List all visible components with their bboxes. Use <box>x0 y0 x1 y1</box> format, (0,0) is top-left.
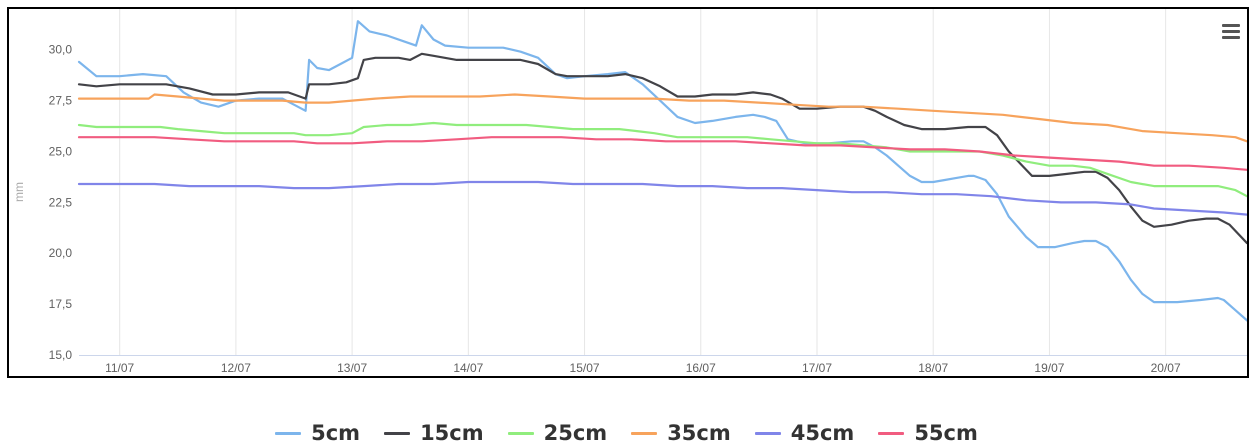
y-axis-label: mm <box>12 182 26 202</box>
series-lines <box>77 20 1247 322</box>
y-tick-label: 22,5 <box>49 195 73 209</box>
series-line-35cm[interactable] <box>77 93 1247 143</box>
legend-item-15cm[interactable]: 15cm <box>384 421 484 445</box>
legend-swatch <box>275 431 302 435</box>
y-tick-label: 17,5 <box>49 297 73 311</box>
legend-label: 45cm <box>790 421 855 445</box>
y-tick-label: 15,0 <box>49 348 73 362</box>
legend-swatch <box>754 431 781 435</box>
legend-label: 55cm <box>914 421 978 445</box>
series-line-25cm[interactable] <box>77 121 1247 198</box>
grid-lines <box>119 9 1167 355</box>
y-tick-label: 27,5 <box>49 94 73 108</box>
series-line-55cm[interactable] <box>77 136 1247 171</box>
x-tick-label: 19/07 <box>1034 361 1064 375</box>
legend-label: 35cm <box>667 421 731 445</box>
x-tick-label: 14/07 <box>453 361 483 375</box>
legend-swatch <box>878 431 905 435</box>
legend-label: 15cm <box>420 421 484 445</box>
x-tick-label: 15/07 <box>570 361 600 375</box>
x-tick-label: 17/07 <box>802 361 832 375</box>
legend-item-5cm[interactable]: 5cm <box>275 421 360 445</box>
series-line-45cm[interactable] <box>77 180 1247 216</box>
legend-label: 5cm <box>311 421 361 445</box>
chart-frame: 11/07 12/07 13/07 14/07 15/07 16/07 17/07 18/07… <box>7 7 1249 378</box>
legend-swatch <box>631 431 658 435</box>
tick-labels: 11/07 12/07 13/07 14/07 15/07 16/07 17/07 18/07… <box>49 43 1181 375</box>
legend-item-45cm[interactable]: 45cm <box>754 421 855 445</box>
x-tick-label: 13/07 <box>337 361 367 375</box>
line-chart: 11/07 12/07 13/07 14/07 15/07 16/07 17/07 18/07… <box>12 9 1247 375</box>
x-tick-label: 12/07 <box>221 361 251 375</box>
x-tick-label: 20/07 <box>1151 361 1181 375</box>
x-tick-label: 11/07 <box>105 361 134 375</box>
chart-menu-icon[interactable] <box>1219 21 1243 43</box>
x-tick-label: 16/07 <box>686 361 716 375</box>
series-line-5cm[interactable] <box>77 20 1247 322</box>
legend-swatch <box>507 431 534 435</box>
chart-legend: 5cm 15cm 25cm 35cm 45cm 55cm <box>0 418 1253 448</box>
y-tick-label: 30,0 <box>49 43 73 57</box>
legend-item-55cm[interactable]: 55cm <box>878 421 978 445</box>
legend-label: 25cm <box>543 421 608 445</box>
legend-item-35cm[interactable]: 35cm <box>631 421 731 445</box>
y-tick-label: 25,0 <box>49 144 73 158</box>
legend-swatch <box>384 431 411 435</box>
y-tick-label: 20,0 <box>49 246 73 260</box>
series-line-15cm[interactable] <box>77 52 1247 245</box>
x-tick-label: 18/07 <box>918 361 948 375</box>
legend-item-25cm[interactable]: 25cm <box>507 421 608 445</box>
